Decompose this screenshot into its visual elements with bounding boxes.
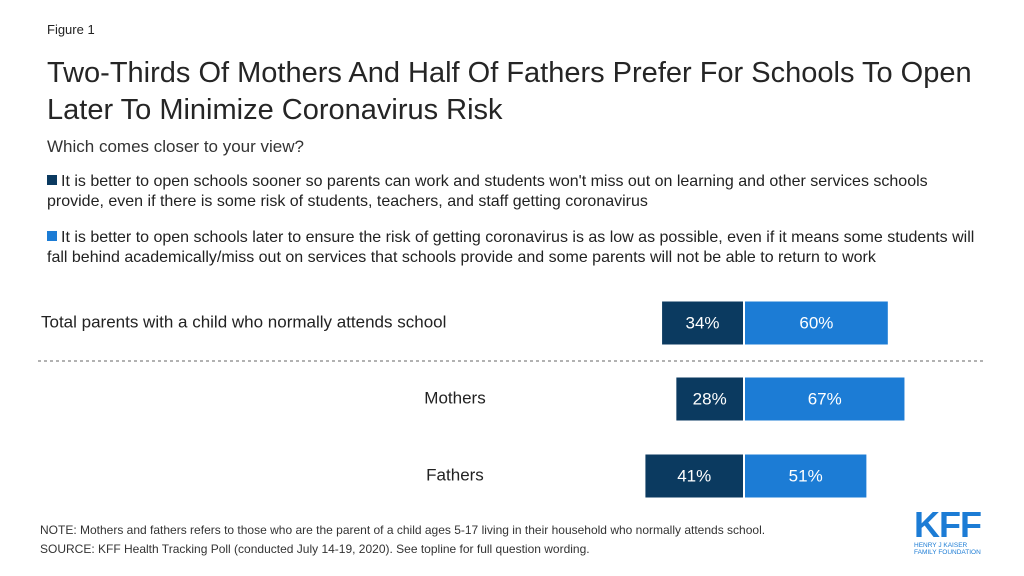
source: SOURCE: KFF Health Tracking Poll (conduc… — [40, 542, 590, 556]
bar — [745, 377, 905, 421]
logo-subtext: FAMILY FOUNDATION — [914, 549, 981, 556]
category-label: Fathers — [426, 465, 484, 484]
value-label: 67% — [808, 389, 842, 408]
legend-swatch — [47, 175, 57, 185]
logo: KFF HENRY J KAISER FAMILY FOUNDATION — [914, 504, 989, 557]
value-label: 41% — [677, 466, 711, 485]
bar — [745, 454, 867, 498]
figure-label: Figure 1 — [47, 22, 95, 37]
category-label: Mothers — [424, 388, 485, 407]
legend-item: It is better to open schools sooner so p… — [47, 172, 987, 212]
note: NOTE: Mothers and fathers refers to thos… — [40, 523, 766, 537]
chart-subtitle: Which comes closer to your view? — [47, 137, 304, 156]
value-label: 28% — [693, 389, 727, 408]
legend-label: It is better to open schools sooner so p… — [47, 173, 928, 210]
bar — [645, 454, 743, 498]
legend-item: It is better to open schools later to en… — [47, 228, 987, 268]
legend-label: It is better to open schools later to en… — [47, 229, 975, 266]
bar — [676, 377, 743, 421]
chart-title: Two-Thirds Of Mothers And Half Of Father… — [47, 57, 972, 126]
logo-text: KFF — [914, 504, 982, 545]
value-label: 51% — [789, 466, 823, 485]
bar — [745, 301, 888, 345]
bar — [662, 301, 743, 345]
legend-swatch — [47, 231, 57, 241]
value-label: 34% — [686, 313, 720, 332]
value-label: 60% — [799, 313, 833, 332]
logo-subtext: HENRY J KAISER — [914, 542, 968, 549]
category-label: Total parents with a child who normally … — [41, 312, 446, 331]
